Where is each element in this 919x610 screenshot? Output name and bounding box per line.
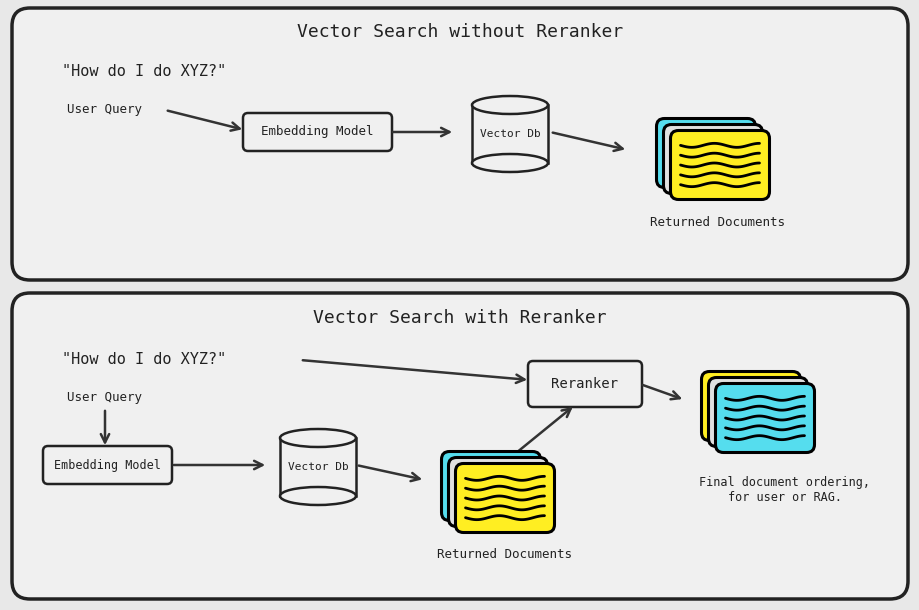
Text: Final document ordering,
for user or RAG.: Final document ordering, for user or RAG… — [698, 476, 869, 504]
FancyBboxPatch shape — [441, 451, 540, 520]
Text: "How do I do XYZ?": "How do I do XYZ?" — [62, 353, 226, 367]
Text: Returned Documents: Returned Documents — [650, 215, 785, 229]
Text: Vector Search with Reranker: Vector Search with Reranker — [312, 309, 607, 327]
FancyBboxPatch shape — [448, 458, 547, 526]
FancyBboxPatch shape — [663, 124, 762, 193]
FancyBboxPatch shape — [12, 8, 907, 280]
Bar — [279, 438, 356, 496]
Text: Embedding Model: Embedding Model — [54, 459, 161, 472]
Text: Vector Db: Vector Db — [479, 129, 539, 139]
FancyBboxPatch shape — [701, 371, 800, 440]
Text: Embedding Model: Embedding Model — [261, 126, 373, 138]
Ellipse shape — [279, 487, 356, 505]
Text: Vector Db: Vector Db — [288, 462, 348, 472]
Text: "How do I do XYZ?": "How do I do XYZ?" — [62, 65, 226, 79]
Text: User Query: User Query — [67, 104, 142, 117]
FancyBboxPatch shape — [670, 131, 768, 199]
Bar — [471, 105, 548, 163]
FancyBboxPatch shape — [715, 384, 813, 453]
FancyBboxPatch shape — [528, 361, 641, 407]
Ellipse shape — [279, 429, 356, 447]
Text: Vector Search without Reranker: Vector Search without Reranker — [297, 23, 622, 41]
Ellipse shape — [471, 154, 548, 172]
FancyBboxPatch shape — [708, 378, 807, 447]
FancyBboxPatch shape — [12, 293, 907, 599]
Text: User Query: User Query — [67, 392, 142, 404]
FancyBboxPatch shape — [243, 113, 391, 151]
Text: Reranker: Reranker — [550, 377, 618, 391]
Ellipse shape — [471, 96, 548, 114]
FancyBboxPatch shape — [43, 446, 172, 484]
FancyBboxPatch shape — [455, 464, 554, 533]
Text: Returned Documents: Returned Documents — [437, 548, 572, 561]
FancyBboxPatch shape — [656, 118, 754, 187]
